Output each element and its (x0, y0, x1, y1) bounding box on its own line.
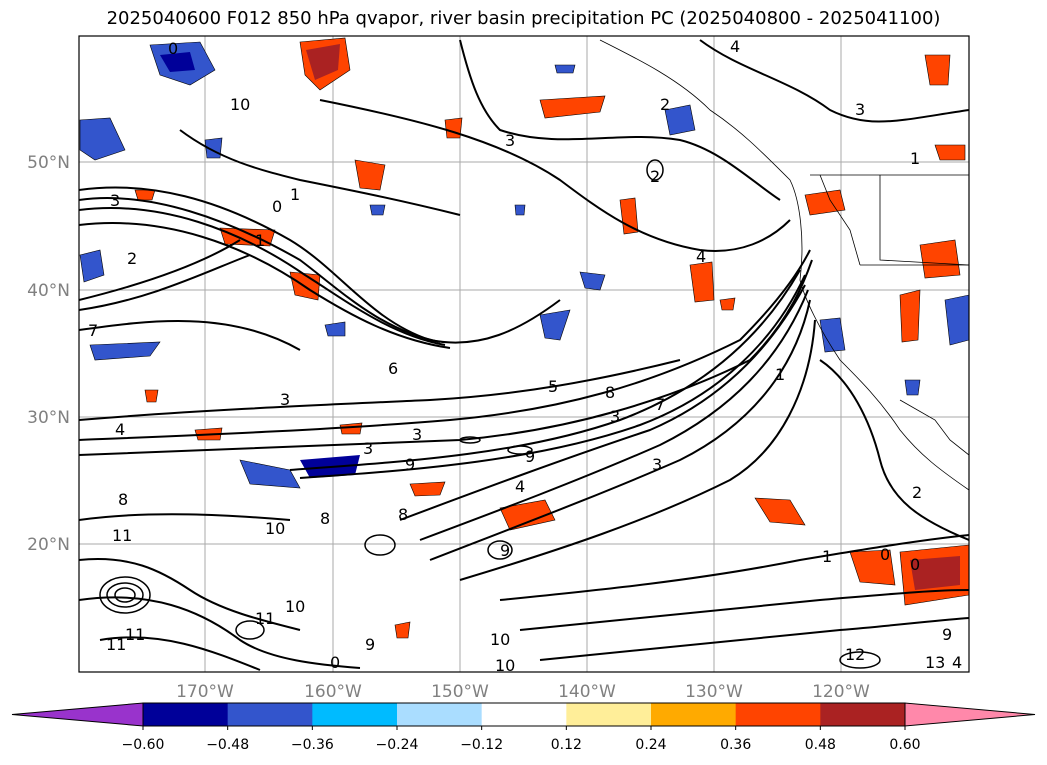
contour-label: 1 (775, 365, 785, 384)
colorbar-segment (227, 703, 313, 726)
contour-label: 5 (548, 377, 558, 396)
contour-label: 2 (127, 249, 137, 268)
contour-label: 0 (910, 555, 920, 574)
colorbar-tick-label: 0.60 (889, 737, 920, 753)
contour-label: 3 (505, 131, 515, 150)
contour-label: 3 (610, 407, 620, 426)
contour-label: 3 (110, 191, 120, 210)
contour-label: 10 (495, 656, 515, 675)
contour-label: 9 (942, 625, 952, 644)
contour-label: 4 (115, 420, 125, 439)
contour-label: 0 (330, 653, 340, 672)
contour-eddies (99, 159, 881, 669)
contour-label: 2 (650, 167, 660, 186)
contour-label: 0 (168, 39, 178, 58)
lon-label-150w: 150°W (431, 682, 489, 702)
contour-label: 10 (265, 519, 285, 538)
contour-label: 13 (925, 653, 945, 672)
contour-label: 3 (412, 425, 422, 444)
colorbar-segment (312, 703, 398, 726)
colorbar: −0.60 −0.48 −0.36 −0.24 −0.12 0.12 0.24 0.36 0.4… (11, 702, 1036, 753)
lon-label-140w: 140°W (558, 682, 616, 702)
lon-label-170w: 170°W (176, 682, 234, 702)
contour-label: 1 (910, 149, 920, 168)
colorbar-tick-label: −0.36 (291, 737, 334, 753)
colorbar-tick-label: 0.48 (805, 737, 836, 753)
contour-label: 7 (88, 321, 98, 340)
contour-label: 6 (388, 359, 398, 378)
colorbar-segment (651, 703, 737, 726)
contour-label: 10 (490, 630, 510, 649)
contour-label: 4 (696, 247, 706, 266)
colorbar-tick-label: −0.24 (376, 737, 419, 753)
map-title: 2025040600 F012 850 hPa qvapor, river ba… (106, 8, 941, 29)
colorbar-tick-label: 0.12 (551, 737, 582, 753)
contour-label: 12 (845, 645, 865, 664)
contour-label: 10 (230, 95, 250, 114)
contour-label: 1 (290, 185, 300, 204)
colorbar-frame (142, 702, 906, 727)
contour-label: 9 (525, 447, 535, 466)
contour-label-layer: 0 10 1 4 3 3 3 2 2 0 1 3 2 1 4 1 7 6 5 3… (88, 37, 962, 675)
qvapor-contours (79, 39, 969, 671)
colorbar-tick-label: 0.36 (720, 737, 751, 753)
contour-label: 0 (272, 197, 282, 216)
colorbar-tick-label: −0.60 (122, 737, 165, 753)
contour-label: 11 (125, 625, 145, 644)
contour-label: 9 (500, 541, 510, 560)
lon-label-130w: 130°W (685, 682, 743, 702)
contour-label: 9 (405, 455, 415, 474)
colorbar-segment (397, 703, 483, 726)
contour-label: 2 (660, 95, 670, 114)
contour-label: 0 (880, 545, 890, 564)
contour-label: 9 (365, 635, 375, 654)
contour-label: 8 (118, 490, 128, 509)
contour-label: 8 (605, 383, 615, 402)
map-background (79, 36, 969, 672)
coastlines (599, 39, 969, 491)
contour-label: 1 (822, 547, 832, 566)
lat-label-20n: 20°N (27, 535, 70, 555)
contour-label: 10 (285, 597, 305, 616)
contour-label: 2 (912, 483, 922, 502)
graticule (79, 36, 969, 672)
lat-label-50n: 50°N (27, 153, 70, 173)
contour-label: 4 (952, 653, 962, 672)
colorbar-extend-min (11, 702, 144, 727)
colorbar-tick-label: −0.12 (460, 737, 503, 753)
contour-label: 3 (855, 100, 865, 119)
contour-label: 7 (655, 395, 665, 414)
contour-label: 3 (652, 455, 662, 474)
colorbar-segment (566, 703, 652, 726)
colorbar-segment (820, 703, 906, 726)
colorbar-extend-max (904, 702, 1036, 727)
lat-label-40n: 40°N (27, 281, 70, 301)
colorbar-segment (481, 703, 567, 726)
contour-label: 11 (106, 635, 126, 654)
map-content: 0 10 1 4 3 3 3 2 2 0 1 3 2 1 4 1 7 6 5 3… (79, 36, 969, 675)
contour-label: 11 (255, 609, 275, 628)
map-frame (78, 35, 970, 673)
lon-label-120w: 120°W (812, 682, 870, 702)
colorbar-segment (735, 703, 821, 726)
contour-label: 8 (320, 509, 330, 528)
colorbar-segment (143, 703, 229, 726)
contour-label: 1 (255, 231, 265, 250)
contour-label: 8 (398, 505, 408, 524)
contour-label: 3 (363, 439, 373, 458)
contour-label: 11 (112, 526, 132, 545)
colorbar-tick-label: −0.48 (206, 737, 249, 753)
contour-label: 4 (515, 477, 525, 496)
contour-label: 4 (730, 37, 740, 56)
lon-label-160w: 160°W (304, 682, 362, 702)
contour-label: 3 (280, 390, 290, 409)
lat-label-30n: 30°N (27, 408, 70, 428)
colorbar-tick-label: 0.24 (635, 737, 666, 753)
